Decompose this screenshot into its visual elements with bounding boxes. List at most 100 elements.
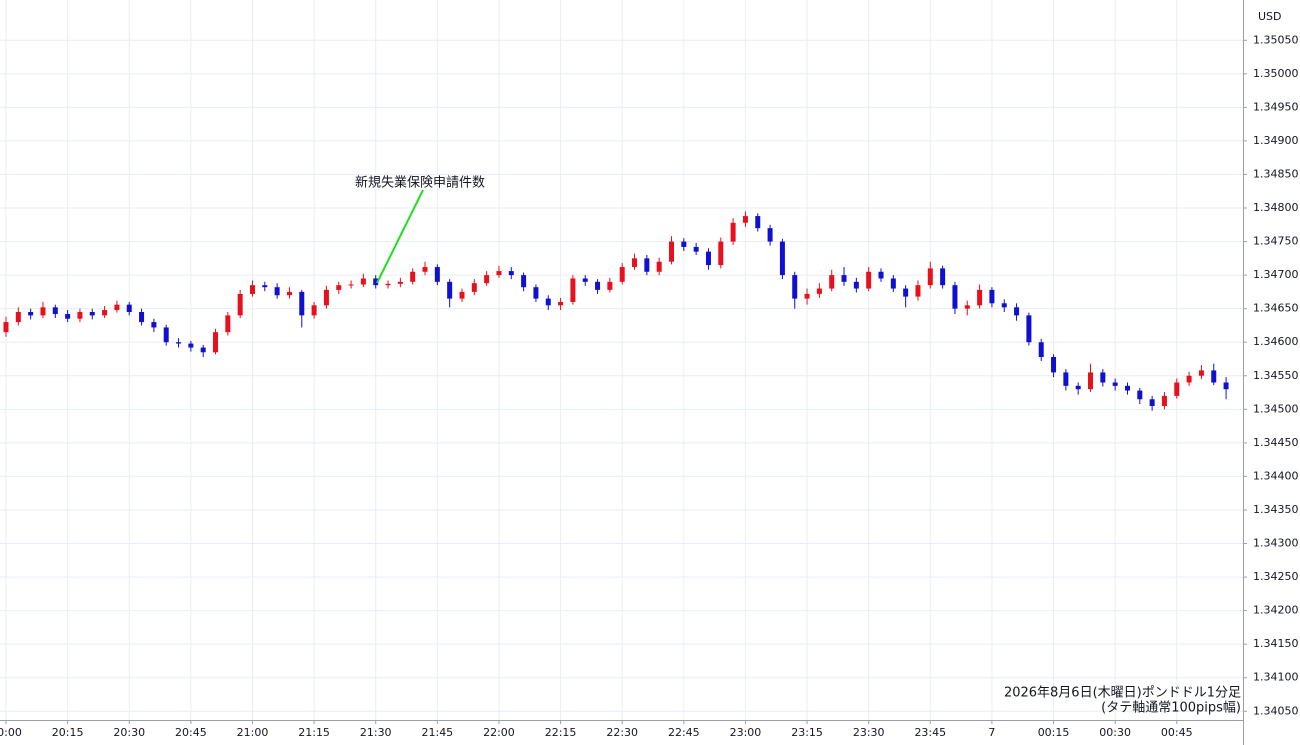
y-tick-label: 1.34700 bbox=[1253, 268, 1299, 281]
x-tick-label: 21:00 bbox=[237, 726, 269, 739]
candle-body bbox=[718, 241, 724, 266]
candle-body bbox=[311, 305, 317, 316]
candle-body bbox=[853, 281, 859, 289]
candle-body bbox=[1051, 356, 1057, 373]
candle-body bbox=[619, 267, 625, 282]
candle-body bbox=[323, 289, 329, 306]
candle-body bbox=[1161, 395, 1167, 406]
candle-body bbox=[3, 322, 9, 333]
candle-body bbox=[1211, 370, 1217, 383]
candle-body bbox=[829, 275, 835, 289]
candle-body bbox=[188, 343, 194, 348]
x-tick-label: 22:15 bbox=[545, 726, 577, 739]
candle-body bbox=[52, 307, 58, 315]
candle-body bbox=[102, 310, 108, 316]
candle-body bbox=[163, 327, 169, 343]
candle-body bbox=[742, 216, 748, 223]
x-tick-label: 20:30 bbox=[113, 726, 145, 739]
candle-body bbox=[656, 261, 662, 272]
candle-body bbox=[1186, 375, 1192, 383]
candle-body bbox=[1038, 342, 1044, 357]
candle-body bbox=[114, 304, 120, 311]
candle-body bbox=[521, 275, 527, 288]
candle-body bbox=[1001, 303, 1007, 308]
caption: (タテ軸通常100pips幅) bbox=[1101, 701, 1241, 716]
y-tick-label: 1.34750 bbox=[1253, 235, 1299, 248]
y-tick-label: 1.34550 bbox=[1253, 369, 1299, 382]
candle-body bbox=[792, 275, 798, 299]
x-tick-label: 00:30 bbox=[1099, 726, 1131, 739]
candle-body bbox=[274, 287, 280, 296]
candle-body bbox=[915, 285, 921, 297]
candle-body bbox=[434, 267, 440, 282]
candle-body bbox=[1149, 399, 1155, 406]
candle-body bbox=[213, 332, 219, 353]
candle-body bbox=[385, 283, 391, 286]
candle-body bbox=[890, 278, 896, 289]
candle-body bbox=[1137, 390, 1143, 400]
grid bbox=[0, 0, 1243, 720]
candle-body bbox=[1124, 385, 1130, 391]
y-tick-label: 1.34950 bbox=[1253, 100, 1299, 113]
y-tick-label: 1.35000 bbox=[1253, 67, 1299, 80]
annotation-line bbox=[376, 189, 424, 284]
x-tick-label: 23:30 bbox=[853, 726, 885, 739]
candle-body bbox=[1198, 370, 1204, 376]
x-tick-label: 7 bbox=[988, 726, 995, 739]
y-tick-label: 1.34450 bbox=[1253, 436, 1299, 449]
x-tick-label: 21:15 bbox=[298, 726, 330, 739]
x-tick-label: 21:45 bbox=[421, 726, 453, 739]
candle-body bbox=[866, 271, 872, 289]
y-tick-label: 1.34500 bbox=[1253, 402, 1299, 415]
candle-body bbox=[348, 284, 354, 286]
candle-body bbox=[940, 268, 946, 286]
x-tick-label: 22:45 bbox=[668, 726, 700, 739]
candle-body bbox=[422, 267, 428, 272]
candle-body bbox=[927, 268, 933, 286]
candle-body bbox=[989, 289, 995, 304]
x-tick-label: 21:30 bbox=[360, 726, 392, 739]
candle-body bbox=[360, 278, 366, 285]
x-tick-label: 22:30 bbox=[606, 726, 638, 739]
candle-body bbox=[139, 312, 145, 323]
candle-body bbox=[126, 304, 132, 313]
candle-body bbox=[1112, 382, 1118, 386]
y-tick-label: 1.34050 bbox=[1253, 704, 1299, 717]
y-tick-label: 1.34400 bbox=[1253, 469, 1299, 482]
candle-body bbox=[1223, 382, 1229, 390]
y-tick-label: 1.34250 bbox=[1253, 570, 1299, 583]
candle-body bbox=[89, 312, 95, 316]
y-tick-label: 1.34900 bbox=[1253, 134, 1299, 147]
currency-label: USD bbox=[1258, 10, 1282, 23]
x-tick-label: 20:45 bbox=[175, 726, 207, 739]
y-tick-label: 1.34300 bbox=[1253, 537, 1299, 550]
y-tick-label: 1.34350 bbox=[1253, 503, 1299, 516]
candle-body bbox=[40, 307, 46, 316]
candle-body bbox=[65, 314, 71, 319]
candle-body bbox=[1014, 307, 1020, 316]
candle-body bbox=[632, 258, 638, 268]
candle-body bbox=[28, 312, 34, 316]
candle-body bbox=[681, 241, 687, 247]
candle-body bbox=[397, 281, 403, 284]
candle-body bbox=[964, 305, 970, 309]
candle-body bbox=[286, 291, 292, 296]
x-tick-label: 23:15 bbox=[791, 726, 823, 739]
candle-body bbox=[508, 271, 514, 276]
x-tick-label: 00:45 bbox=[1161, 726, 1193, 739]
candle-body bbox=[841, 275, 847, 282]
candle-body bbox=[15, 312, 21, 323]
candle-body bbox=[693, 246, 699, 252]
candle-body bbox=[200, 347, 206, 353]
x-tick-label: 22:00 bbox=[483, 726, 515, 739]
candle-body bbox=[151, 322, 157, 328]
candle-body bbox=[262, 285, 268, 288]
candle-body bbox=[595, 281, 601, 290]
candle-body bbox=[705, 251, 711, 266]
caption: 2026年8月6日(木曜日)ポンドドル1分足 bbox=[1004, 686, 1241, 701]
candle-body bbox=[410, 271, 416, 282]
x-tick-label: 20:00 bbox=[0, 726, 22, 739]
candle-body bbox=[804, 293, 810, 299]
candle-body bbox=[767, 228, 773, 242]
